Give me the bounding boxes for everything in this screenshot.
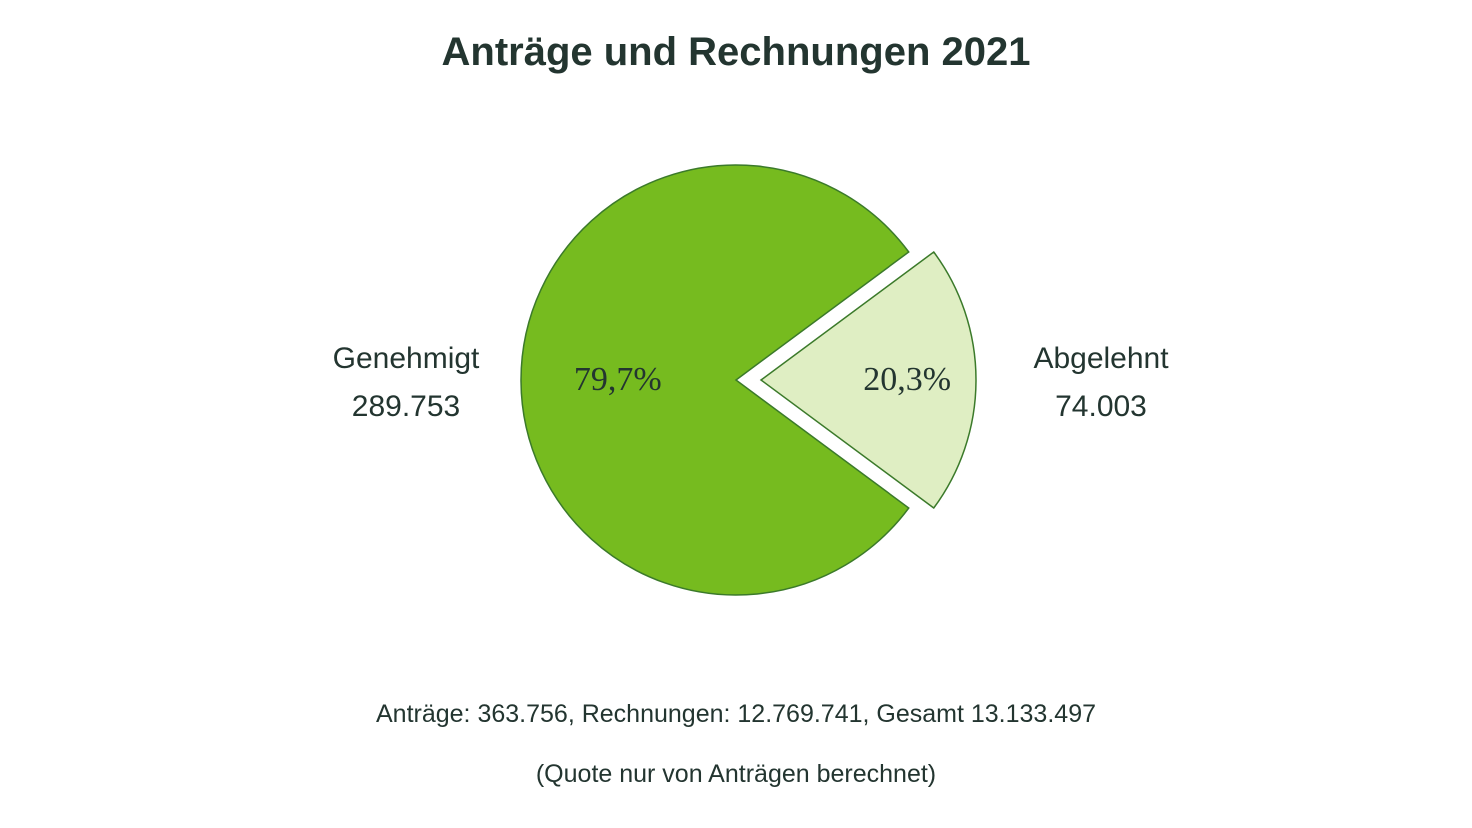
chart-title: Anträge und Rechnungen 2021 <box>0 30 1472 75</box>
pie-pct-rejected: 20,3% <box>863 361 951 398</box>
slice-name-rejected: Abgelehnt <box>1006 335 1196 383</box>
footer-line-1: Anträge: 363.756, Rechnungen: 12.769.741… <box>0 700 1472 729</box>
slice-count-approved: 289.753 <box>311 383 501 431</box>
slice-name-approved: Genehmigt <box>311 335 501 383</box>
pie-chart: 79,7% 20,3% Genehmigt 289.753 Abgelehnt 7… <box>0 130 1472 630</box>
slice-label-approved: Genehmigt 289.753 <box>311 335 501 431</box>
chart-container: Anträge und Rechnungen 2021 79,7% 20,3% G… <box>0 0 1472 828</box>
footer-line-2: (Quote nur von Anträgen berechnet) <box>0 760 1472 789</box>
pie-svg: 79,7% 20,3% <box>0 130 1472 630</box>
slice-count-rejected: 74.003 <box>1006 383 1196 431</box>
pie-pct-approved: 79,7% <box>574 361 662 398</box>
slice-label-rejected: Abgelehnt 74.003 <box>1006 335 1196 431</box>
